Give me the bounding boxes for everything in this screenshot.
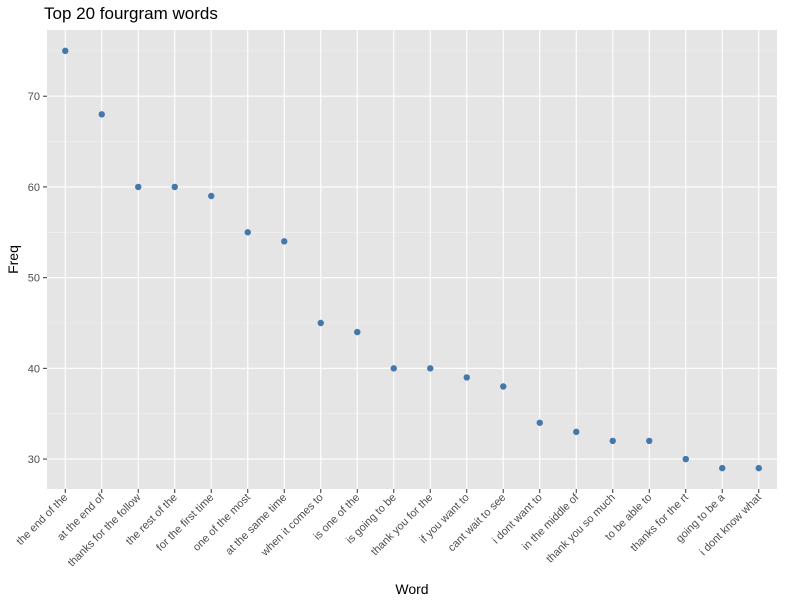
major-gridlines [47,30,777,489]
data-point [98,111,105,118]
data-points [62,47,762,472]
data-point [682,455,689,463]
data-point [573,428,580,436]
data-point [536,419,543,426]
plot-panel [47,30,777,489]
x-tick-label: thank you so much [544,492,618,566]
data-point [208,192,215,200]
x-axis-title: Word [395,581,428,597]
data-point [354,328,361,336]
data-point [427,365,434,372]
x-tick-label: i dont know what [697,492,763,558]
x-tick-label: thank you for the [369,492,435,558]
y-tick-label: 70 [28,91,40,103]
y-tick-label: 40 [28,363,40,375]
y-tick-label: 60 [28,182,40,194]
minor-gridlines [47,50,777,415]
data-point [609,437,616,445]
chart-title: Top 20 fourgram words [44,4,218,23]
data-point [244,229,251,236]
data-point [719,464,726,472]
data-point [317,319,324,327]
y-axis: 30 40 50 60 70 [28,91,47,466]
data-point [755,464,762,472]
data-point [646,437,653,445]
data-point [463,374,470,381]
data-point [390,365,397,372]
data-point [281,238,288,245]
data-point [500,383,507,390]
data-point [135,183,142,191]
data-point [62,47,69,55]
x-tick-label: when it comes to [258,492,326,560]
y-tick-label: 30 [28,454,40,466]
y-tick-label: 50 [28,273,40,285]
data-point [171,183,178,191]
y-axis-title: Freq [5,245,21,274]
